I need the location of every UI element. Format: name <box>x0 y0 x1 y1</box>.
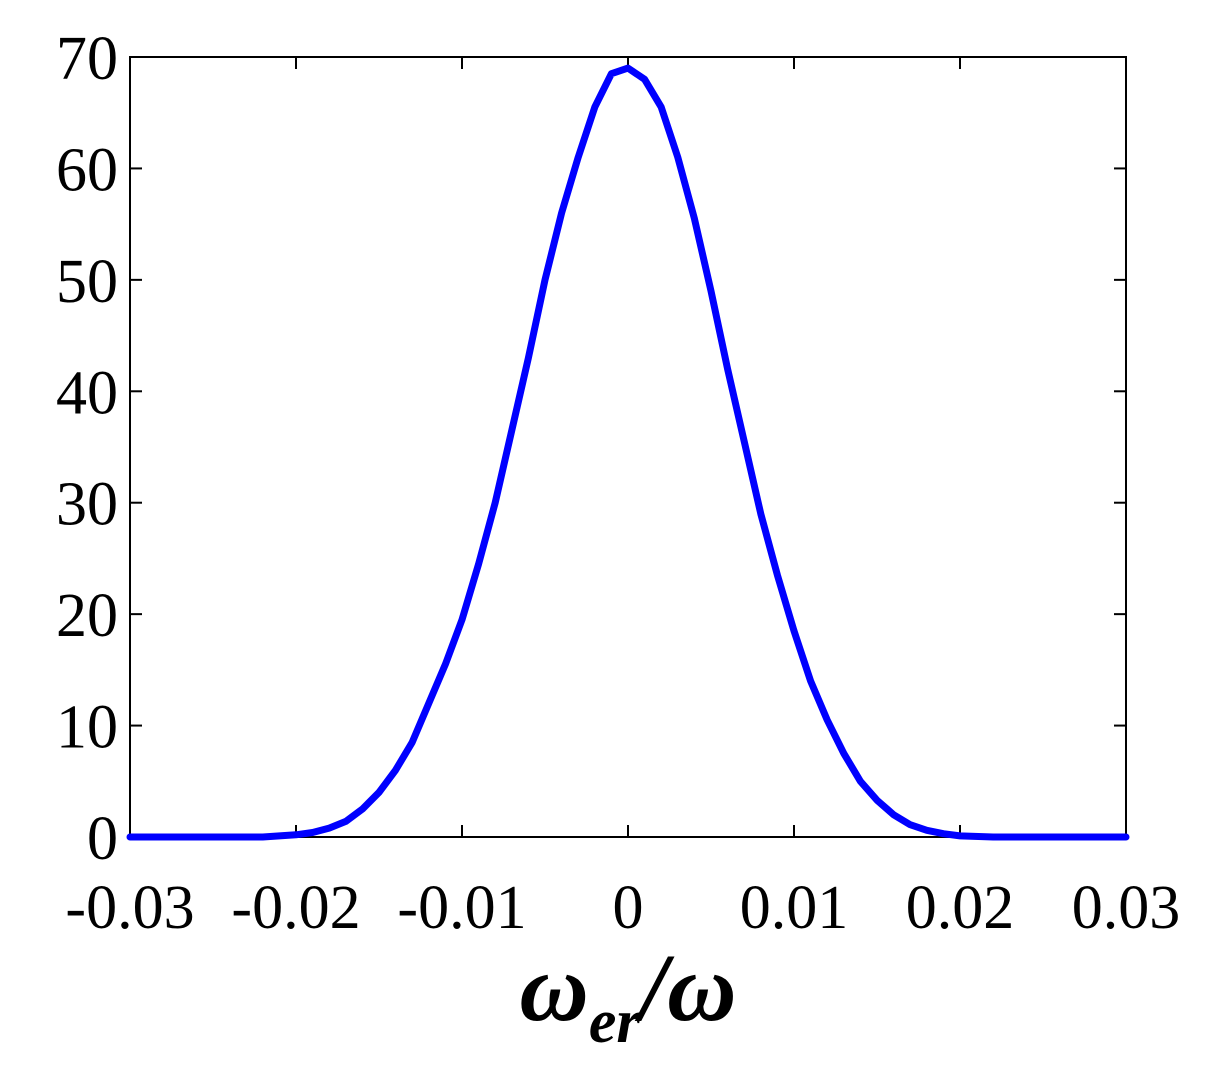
x-tick-label: -0.02 <box>231 874 360 942</box>
x-tick-label: 0.02 <box>906 874 1015 942</box>
y-tick-label: 10 <box>56 694 118 762</box>
y-tick-label: 40 <box>56 359 118 427</box>
x-tick-label: -0.01 <box>397 874 526 942</box>
series-layer <box>126 64 1130 841</box>
x-axis-label: ωer/ω <box>519 934 736 1056</box>
y-tick-label: 0 <box>87 805 118 873</box>
x-tick-label: 0 <box>613 874 644 942</box>
x-tick-label: -0.03 <box>65 874 194 942</box>
y-tick-label: 60 <box>56 136 118 204</box>
x-axis-label-subscript: er <box>589 988 642 1056</box>
x-tick-label: 0.01 <box>740 874 849 942</box>
x-axis-label-symbol: ω <box>519 934 588 1041</box>
y-tick-label: 70 <box>56 25 118 93</box>
y-axis: 0 10 20 30 40 50 60 70 <box>56 25 1126 873</box>
x-axis-label-tail: /ω <box>634 934 736 1041</box>
series-line-0 <box>126 64 1130 841</box>
plot-border <box>129 56 1127 838</box>
y-tick-label: 50 <box>56 248 118 316</box>
y-tick-label: 30 <box>56 471 118 539</box>
plot-frame <box>129 56 1127 838</box>
x-tick-label: 0.03 <box>1072 874 1181 942</box>
y-tick-label: 20 <box>56 582 118 650</box>
x-axis: -0.03 -0.02 -0.01 0 0.01 0.02 0.03 <box>65 57 1180 942</box>
